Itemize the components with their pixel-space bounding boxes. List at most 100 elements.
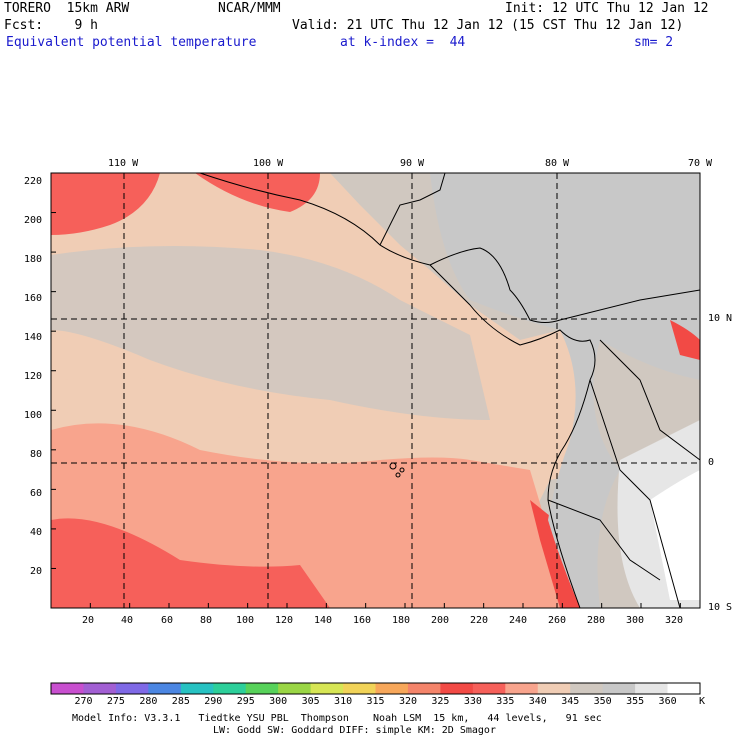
init-time: Init: 12 UTC Thu 12 Jan 12 <box>505 1 709 16</box>
x-tick: 200 <box>431 615 450 626</box>
south-america-north-coast <box>559 289 701 321</box>
model-title: TORERO 15km ARW <box>4 1 130 16</box>
colorbar-level: 285 <box>171 696 190 707</box>
caribbean-coast <box>429 247 561 323</box>
field-grey-band <box>51 246 490 420</box>
x-tick: 260 <box>548 615 567 626</box>
forecast-hour: Fcst: 9 h <box>4 18 98 33</box>
colorbar-level: 315 <box>366 696 385 707</box>
valid-time: Valid: 21 UTC Thu 12 Jan 12 (15 CST Thu … <box>292 18 684 33</box>
lat-label-0: 0 <box>708 457 715 468</box>
physics-info: LW: Godd SW: Goddard DIFF: simple KM: 2D… <box>213 725 496 736</box>
colorbar-level: 305 <box>301 696 320 707</box>
colorbar-level: 350 <box>593 696 612 707</box>
yucatan-coast <box>379 172 446 246</box>
y-tick: 140 <box>24 332 43 343</box>
x-tick: 120 <box>275 615 294 626</box>
colorbar-swatch <box>148 683 182 694</box>
colorbar-level: 310 <box>334 696 353 707</box>
colorbar-level: 280 <box>139 696 158 707</box>
theta-e-field <box>51 173 700 608</box>
galapagos-island-3 <box>395 472 401 478</box>
field-red-nw <box>51 173 160 235</box>
y-tick: 20 <box>30 566 43 577</box>
colorbar-level: 325 <box>431 696 450 707</box>
colorbar-unit: K <box>699 696 706 707</box>
colorbar-level: 275 <box>106 696 125 707</box>
pacific-coastline <box>199 172 596 609</box>
x-tick: 220 <box>470 615 489 626</box>
colorbar-level: 295 <box>236 696 255 707</box>
colorbar-swatch <box>180 683 214 694</box>
colorbar-swatch <box>278 683 312 694</box>
y-tick: 120 <box>24 371 43 382</box>
field-red-coast <box>530 500 580 608</box>
colorbar-swatch <box>213 683 247 694</box>
galapagos-island-2 <box>399 467 405 473</box>
y-tick: 220 <box>24 176 43 187</box>
colorbar-level: 330 <box>463 696 482 707</box>
colorbar-level: 320 <box>398 696 417 707</box>
lon-label-80w: 80 W <box>545 158 570 169</box>
x-tick: 100 <box>236 615 255 626</box>
lon-label-90w: 90 W <box>400 158 425 169</box>
colorbar-level: 340 <box>528 696 547 707</box>
coastlines <box>199 172 701 609</box>
field-red-south <box>51 518 330 608</box>
colorbar-swatch <box>537 683 571 694</box>
model-info: Model Info: V3.3.1 Tiedtke YSU PBL Thomp… <box>72 713 602 724</box>
colorbar-swatch <box>83 683 117 694</box>
colorbar-swatch <box>343 683 376 694</box>
colorbar-level: 355 <box>626 696 645 707</box>
colorbar-swatch <box>635 683 669 694</box>
field-red-ne <box>670 320 700 360</box>
country-border-2 <box>589 379 681 609</box>
colorbar-swatch <box>602 683 636 694</box>
colorbar-level: 360 <box>658 696 677 707</box>
field-name: Equivalent potential temperature <box>6 35 257 50</box>
colorbar-swatch <box>667 683 701 694</box>
x-tick: 320 <box>665 615 684 626</box>
colorbar <box>50 682 701 695</box>
colorbar-level: 300 <box>269 696 288 707</box>
colorbar-swatch <box>472 683 506 694</box>
y-tick: 60 <box>30 488 43 499</box>
colorbar-swatch <box>310 683 344 694</box>
colorbar-swatch <box>115 683 149 694</box>
x-tick: 140 <box>314 615 333 626</box>
country-border-1 <box>599 339 701 461</box>
colorbar-swatch <box>505 683 539 694</box>
x-tick: 180 <box>392 615 411 626</box>
y-tick: 160 <box>24 293 43 304</box>
axis-ticks <box>51 172 681 608</box>
colorbar-swatch <box>407 683 441 694</box>
colorbar-swatch <box>440 683 474 694</box>
lon-label-70w: 70 W <box>688 158 713 169</box>
lat-label-10s: 10 S <box>708 602 733 613</box>
x-tick: 20 <box>82 615 95 626</box>
colorbar-level: 270 <box>74 696 93 707</box>
colorbar-level: 290 <box>204 696 223 707</box>
lon-label-100w: 100 W <box>253 158 284 169</box>
x-tick: 40 <box>121 615 134 626</box>
x-tick: 280 <box>587 615 606 626</box>
level-index: at k-index = 44 <box>340 35 466 50</box>
graticule <box>51 173 700 608</box>
smoothing: sm= 2 <box>634 35 674 50</box>
lon-label-110w: 110 W <box>108 158 139 169</box>
colorbar-level: 345 <box>561 696 580 707</box>
colorbar-level: 335 <box>496 696 515 707</box>
y-tick: 180 <box>24 254 43 265</box>
lat-label-10n: 10 N <box>708 313 733 324</box>
map-frame <box>50 172 701 609</box>
field-peach-2 <box>60 377 263 426</box>
field-land-white <box>650 470 700 600</box>
colorbar-swatch <box>375 683 409 694</box>
field-red-n <box>195 173 320 212</box>
org-label: NCAR/MMM <box>218 1 281 16</box>
x-tick: 80 <box>200 615 213 626</box>
x-tick: 240 <box>509 615 528 626</box>
y-tick: 80 <box>30 449 43 460</box>
y-tick: 40 <box>30 527 43 538</box>
